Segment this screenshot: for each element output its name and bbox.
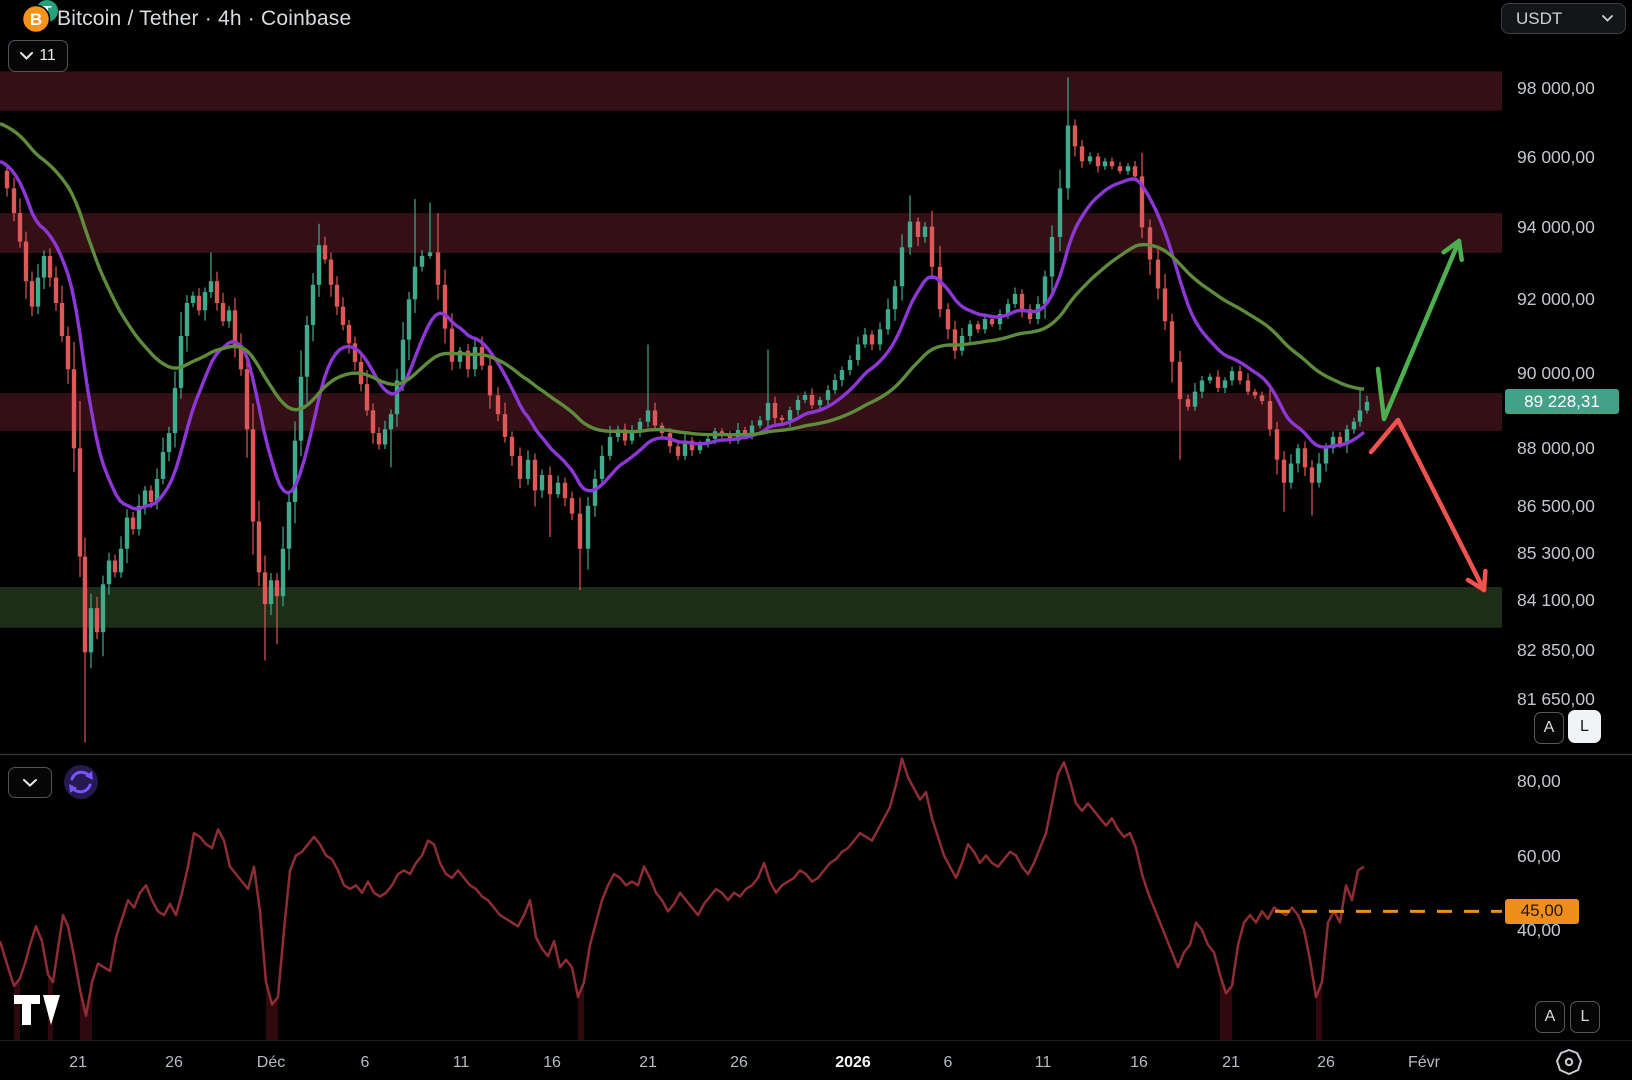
price-axis-label: 96 000,00 — [1517, 146, 1595, 167]
time-axis-label[interactable]: 16 — [1130, 1054, 1148, 1071]
log-scale-button-indicator[interactable]: L — [1570, 1001, 1600, 1033]
last-price-badge: 89 228,31 — [1505, 389, 1619, 415]
time-axis-label[interactable]: 11 — [452, 1054, 470, 1071]
indicator-axis-label: 80,00 — [1517, 771, 1561, 791]
rsi-plot — [0, 757, 1502, 1040]
price-axis-label: 90 000,00 — [1517, 363, 1595, 383]
tradingview-logo[interactable] — [14, 992, 64, 1032]
time-axis-label[interactable]: 26 — [730, 1054, 748, 1071]
time-axis-label[interactable]: 6 — [943, 1054, 953, 1071]
bitcoin-icon: B — [30, 10, 42, 29]
price-axis-label: 88 000,00 — [1517, 438, 1595, 459]
currency-selector[interactable]: USDT — [1501, 3, 1626, 34]
support-zone[interactable] — [0, 587, 1502, 628]
chevron-down-icon — [23, 778, 37, 787]
time-axis-label[interactable]: Févr — [1408, 1054, 1440, 1071]
rsi-line — [0, 757, 1365, 1017]
price-axis-label: 98 000,00 — [1517, 77, 1595, 98]
moving-averages — [0, 122, 1366, 511]
time-axis-label[interactable]: Déc — [256, 1054, 286, 1071]
resistance-zone[interactable] — [0, 213, 1502, 254]
refresh-icon[interactable] — [62, 763, 100, 801]
currency-label: USDT — [1516, 8, 1563, 28]
down-trend-arrow[interactable] — [1368, 417, 1488, 593]
time-axis-label[interactable]: 11 — [1034, 1054, 1052, 1071]
indicator-axis-label: 40,00 — [1517, 920, 1561, 940]
price-axis-label: 85 300,00 — [1517, 542, 1595, 563]
time-axis-label[interactable]: 6 — [360, 1054, 370, 1071]
log-scale-button-main[interactable]: L — [1568, 710, 1601, 743]
symbol-title[interactable]: Bitcoin / Tether · 4h · Coinbase — [57, 7, 352, 30]
auto-scale-button-main[interactable]: A — [1534, 712, 1564, 744]
symbol-pair-icon: T B — [21, 0, 58, 34]
auto-scale-button-indicator[interactable]: A — [1535, 1001, 1565, 1033]
time-axis-label[interactable]: 21 — [639, 1054, 657, 1071]
price-axis-label: 82 850,00 — [1517, 640, 1595, 661]
bars-count-button[interactable]: 11 — [8, 40, 68, 72]
candlestick-series — [4, 77, 1370, 743]
chevron-down-icon — [1602, 15, 1613, 22]
indicator-collapse-button[interactable] — [8, 767, 52, 798]
time-axis-label[interactable]: 21 — [69, 1054, 87, 1071]
time-axis-label[interactable]: 16 — [543, 1054, 561, 1071]
price-axis-label: 81 650,00 — [1517, 689, 1595, 710]
settings-gear-icon[interactable] — [1553, 1048, 1585, 1076]
bars-count-label: 11 — [39, 47, 56, 64]
price-axis-label: 92 000,00 — [1517, 289, 1595, 310]
price-axis-label: 84 100,00 — [1517, 590, 1595, 611]
threshold-value-badge: 45,00 — [1505, 898, 1579, 924]
up-trend-arrow[interactable] — [1375, 238, 1464, 422]
chevron-down-icon — [20, 52, 34, 60]
price-axis-label: 86 500,00 — [1517, 495, 1595, 516]
indicator-axis-label: 60,00 — [1517, 845, 1561, 866]
ma-fast-line — [0, 159, 1366, 511]
time-axis-label[interactable]: 26 — [1317, 1054, 1335, 1071]
resistance-zone[interactable] — [0, 393, 1502, 431]
time-axis-label[interactable]: 2026 — [835, 1054, 871, 1071]
resistance-zone[interactable] — [0, 71, 1502, 111]
time-axis-label[interactable]: 26 — [165, 1054, 183, 1071]
price-axis-label: 94 000,00 — [1517, 217, 1595, 238]
ma-slow-line — [0, 122, 1365, 437]
time-axis-label[interactable]: 21 — [1222, 1054, 1240, 1071]
